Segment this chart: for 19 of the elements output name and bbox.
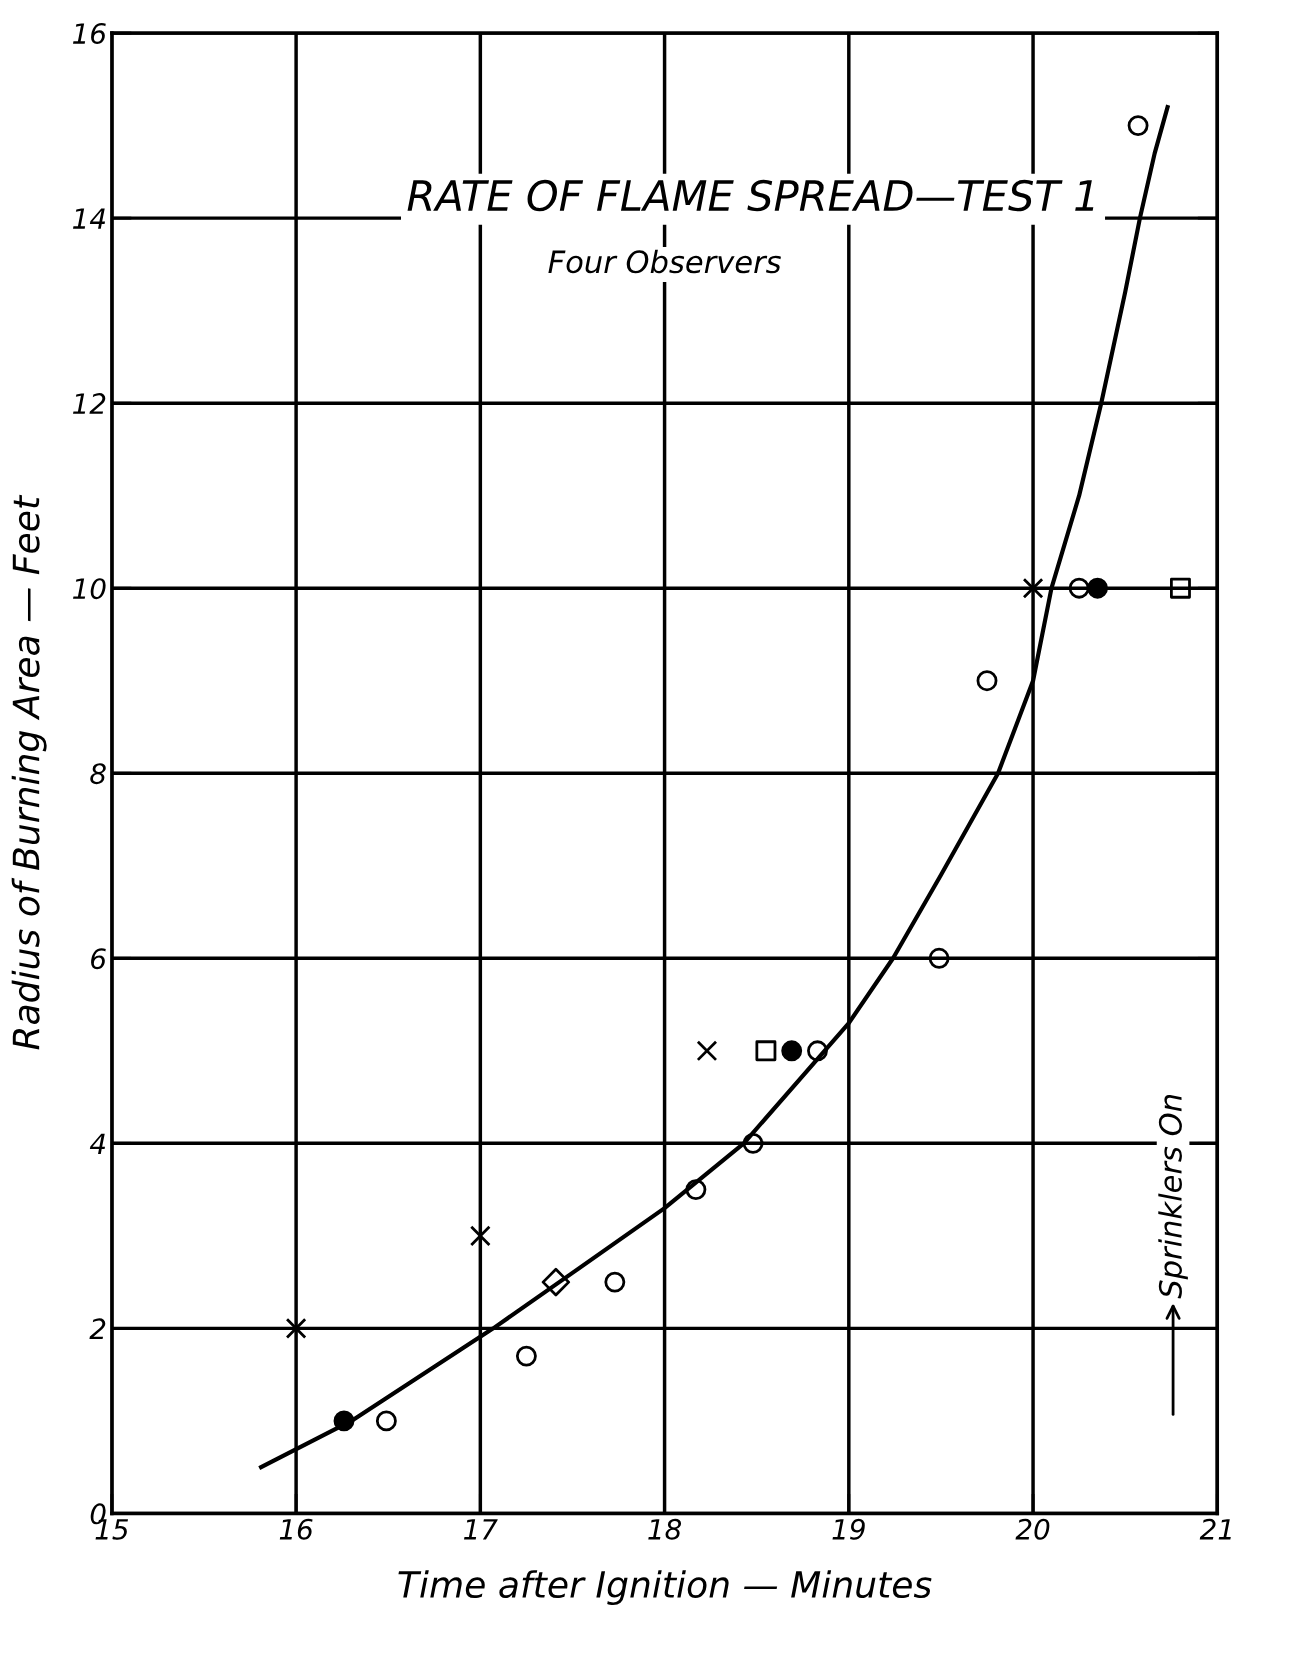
y-tick-label: 12	[73, 393, 106, 414]
annotation: Sprinklers On	[1158, 1095, 1188, 1299]
y-tick-label: 4	[89, 1133, 106, 1154]
x-tick-label: 17	[464, 1519, 498, 1540]
x-tick-label: 20	[1015, 1518, 1050, 1540]
y-tick-label: 2	[89, 1318, 106, 1339]
x-tick-label: 16	[279, 1518, 313, 1540]
x-tick-label: 19	[832, 1518, 865, 1540]
y-tick-label: 10	[73, 578, 106, 600]
x-tick-label: 21	[1199, 1518, 1231, 1540]
x-tick-label: 18	[648, 1518, 682, 1540]
text: Four Observers	[548, 249, 781, 274]
x-axis-title: Time after Ignition — Minutes	[398, 1570, 932, 1606]
y-tick-label: 14	[73, 208, 106, 229]
y-tick-label: 16	[73, 23, 106, 45]
text: RATE OF FLAME SPREAD—TEST 1	[407, 179, 1094, 212]
y-tick-label: 8	[90, 763, 106, 785]
y-tick-label: 6	[91, 948, 106, 970]
y-axis-title: Radius of Burning Area — Feet	[11, 494, 47, 1050]
